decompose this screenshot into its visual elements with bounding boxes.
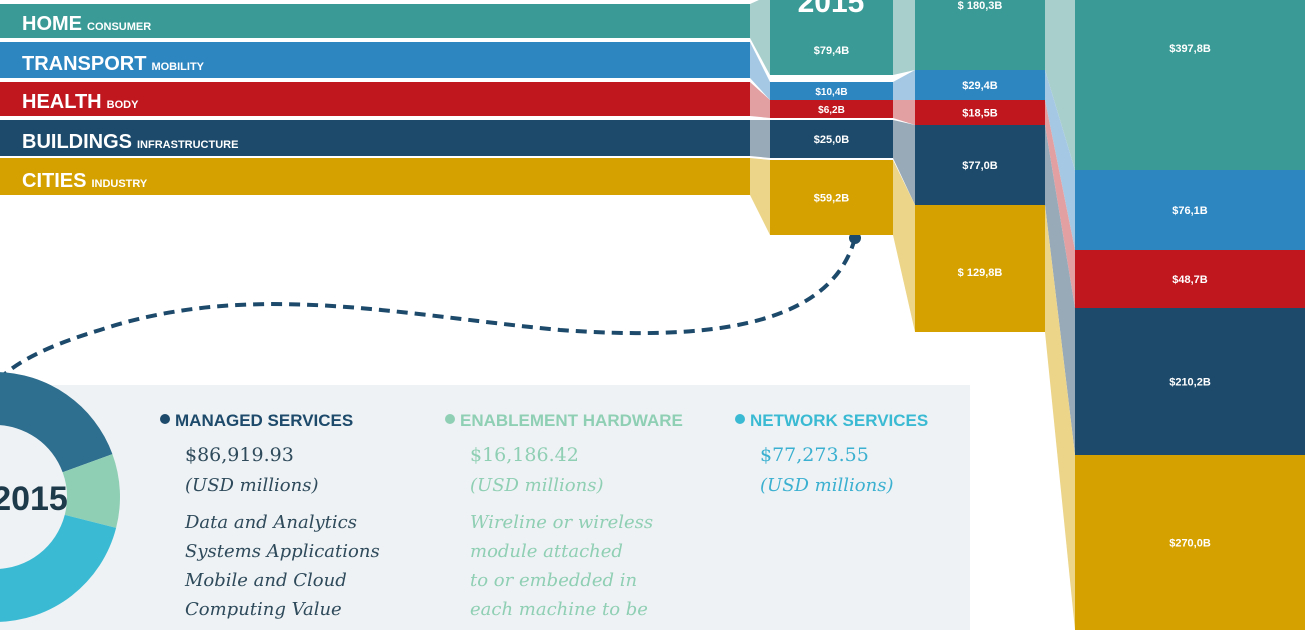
dashed-connector — [0, 237, 857, 380]
value-label: $76,1B — [1172, 205, 1208, 217]
category-name: BUILDINGS — [22, 131, 132, 153]
category-name: CITIES — [22, 170, 86, 192]
legend-unit: (USD millions) — [470, 475, 603, 496]
value-label: $397,8B — [1169, 43, 1211, 55]
category-sub: INDUSTRY — [91, 178, 147, 190]
category-sub: INFRASTRUCTURE — [137, 139, 238, 151]
column-connector — [893, 70, 915, 100]
category-label: TRANSPORT MOBILITY — [22, 53, 205, 75]
value-segment — [1075, 250, 1305, 308]
value-segment — [770, 120, 893, 158]
value-segment — [915, 100, 1045, 125]
legend-amount: $16,186.42 — [470, 444, 579, 466]
legend-unit: (USD millions) — [760, 475, 893, 496]
value-segment — [1075, 0, 1305, 170]
value-label: $210,2B — [1169, 377, 1211, 389]
category-name: TRANSPORT — [22, 53, 146, 75]
legend-unit: (USD millions) — [185, 475, 318, 496]
category-label: HOME CONSUMER — [22, 13, 151, 35]
legend-title: MANAGED SERVICES — [175, 411, 353, 430]
category-band — [0, 158, 750, 195]
category-band — [0, 42, 750, 78]
category-name: HEALTH — [22, 91, 102, 113]
value-segment — [770, 82, 893, 100]
band-connector — [750, 82, 770, 118]
value-segment — [915, 0, 1045, 70]
value-segment — [915, 125, 1045, 205]
value-label: $18,5B — [962, 108, 998, 120]
column-connector — [1045, 205, 1075, 630]
value-label: $25,0B — [814, 134, 850, 146]
category-band — [0, 4, 750, 38]
column-connector — [893, 160, 915, 332]
band-connector — [750, 158, 770, 235]
category-sub: MOBILITY — [151, 61, 204, 73]
donut-label: 2015 — [0, 480, 68, 518]
donut-segment — [62, 454, 120, 528]
band-connector — [750, 42, 770, 100]
category-band — [0, 82, 750, 116]
value-label: $59,2B — [814, 193, 850, 205]
legend-description: Systems Applications — [185, 541, 380, 562]
category-label: HEALTH BODY — [22, 91, 139, 113]
year-label: 2015 — [798, 0, 865, 19]
column-connector — [893, 0, 915, 75]
donut-segment — [0, 514, 117, 622]
value-segment — [1075, 455, 1305, 630]
column-connector — [893, 120, 915, 205]
value-label: $ 129,8B — [958, 267, 1003, 279]
value-segment — [915, 70, 1045, 100]
value-segment — [915, 205, 1045, 332]
legend-title: NETWORK SERVICES — [750, 411, 928, 430]
category-band — [0, 120, 750, 156]
legend-description: module attached — [470, 541, 623, 562]
category-name: HOME — [22, 13, 82, 35]
value-label: $48,7B — [1172, 274, 1208, 286]
value-segment — [770, 160, 893, 235]
band-connector — [750, 120, 770, 158]
category-sub: BODY — [107, 99, 139, 111]
legend-dot — [160, 414, 170, 424]
category-label: BUILDINGS INFRASTRUCTURE — [22, 131, 238, 153]
legend-amount: $86,919.93 — [185, 444, 294, 466]
legend-amount: $77,273.55 — [760, 444, 869, 466]
band-connector — [750, 0, 770, 75]
legend-description: Data and Analytics — [184, 512, 357, 533]
value-label: $ 180,3B — [958, 0, 1003, 12]
legend-description: to or embedded in — [470, 570, 637, 591]
legend-panel — [0, 385, 970, 630]
value-label: $6,2B — [818, 105, 845, 116]
value-label: $10,4B — [815, 87, 847, 98]
legend-description: Mobile and Cloud — [184, 570, 347, 591]
column-connector — [1045, 70, 1075, 250]
value-segment — [770, 0, 893, 75]
value-label: $270,0B — [1169, 538, 1211, 550]
value-label: $29,4B — [962, 80, 998, 92]
legend-title: ENABLEMENT HARDWARE — [460, 411, 683, 430]
donut-segment — [0, 372, 113, 473]
column-connector — [893, 100, 915, 125]
value-segment — [770, 100, 893, 118]
value-segment — [1075, 308, 1305, 455]
value-segment — [1075, 170, 1305, 250]
column-connector — [1045, 100, 1075, 308]
legend-description: Computing Value — [185, 599, 342, 620]
category-sub: CONSUMER — [87, 21, 151, 33]
category-label: CITIES INDUSTRY — [22, 170, 148, 192]
column-connector — [1045, 0, 1075, 170]
value-label: $77,0B — [962, 160, 998, 172]
legend-description: each machine to be — [470, 599, 648, 620]
legend-description: Wireline or wireless — [470, 512, 653, 533]
legend-dot — [445, 414, 455, 424]
value-label: $79,4B — [814, 45, 850, 57]
legend-dot — [735, 414, 745, 424]
column-connector — [1045, 125, 1075, 455]
